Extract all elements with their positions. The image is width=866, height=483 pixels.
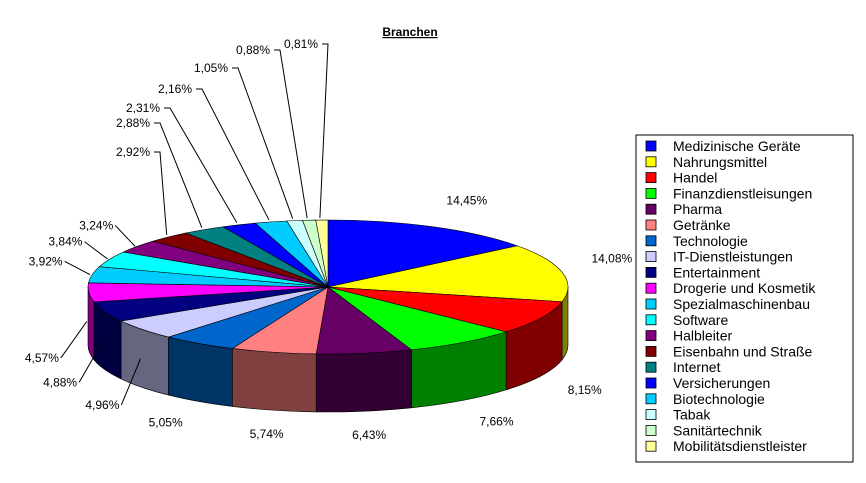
leader-line-9	[78, 340, 104, 383]
data-label-17: 2,16%	[158, 82, 192, 96]
data-label-13: 3,24%	[79, 218, 113, 232]
data-label-7: 5,05%	[149, 416, 183, 430]
legend-label-10: Drogerie und Kosmetik	[673, 280, 816, 296]
legend-swatch-13	[645, 330, 657, 342]
leader-line-13	[114, 225, 136, 247]
data-label-11: 3,92%	[29, 254, 63, 268]
legend-label-3: Handel	[673, 170, 717, 186]
leader-line-10	[60, 321, 88, 359]
pie-slice-4	[327, 286, 508, 351]
legend-label-9: Entertainment	[673, 264, 760, 280]
legend-label-12: Software	[673, 312, 728, 328]
legend-label-20: Mobilitätsdienstleister	[673, 438, 807, 454]
legend-label-2: Nahrungsmittel	[673, 154, 767, 170]
data-label-20: 0,81%	[284, 37, 318, 51]
legend-swatch-1	[645, 140, 657, 152]
leader-line-12	[84, 241, 109, 260]
legend-swatch-3	[645, 172, 657, 184]
pie-group: 14,45% 14,08% 8,15% 7,66% 6,43% 5,74% 5,05% 4,9…	[25, 37, 633, 442]
legend-label-1: Medizinische Geräte	[673, 138, 801, 154]
legend-swatch-10	[645, 282, 657, 294]
data-label-15: 2,88%	[116, 116, 150, 130]
legend-label-18: Tabak	[673, 407, 711, 423]
legend-label-4: Finanzdienstleisungen	[673, 185, 812, 201]
legend-label-6: Getränke	[673, 217, 731, 233]
data-label-1: 14,45%	[446, 194, 487, 208]
legend-swatch-18	[645, 409, 657, 421]
data-label-9: 4,88%	[43, 375, 77, 389]
legend-swatch-2	[645, 156, 657, 168]
pie-slice-side-5	[315, 349, 412, 413]
legend-label-8: IT-Dienstleistungen	[673, 249, 793, 265]
legend-swatch-7	[645, 235, 657, 247]
legend: Medizinische GeräteNahrungsmittelHandelF…	[635, 134, 854, 463]
legend-swatch-17	[645, 393, 657, 405]
pie-slice-20	[315, 219, 329, 288]
legend-swatch-8	[645, 251, 657, 263]
pie-slice-side-6	[232, 348, 317, 413]
data-label-16: 2,31%	[126, 101, 160, 115]
data-label-5: 6,43%	[352, 428, 386, 442]
leader-line-18	[232, 67, 294, 219]
legend-swatch-9	[645, 266, 657, 278]
data-label-18: 1,05%	[194, 61, 228, 75]
data-label-4: 7,66%	[480, 414, 514, 428]
data-label-6: 5,74%	[250, 427, 284, 441]
data-label-3: 8,15%	[568, 383, 602, 397]
chart-title: Branchen	[382, 25, 437, 39]
legend-swatch-11	[645, 298, 657, 310]
legend-label-13: Halbleiter	[673, 328, 732, 344]
leader-line-19	[274, 49, 308, 219]
leader-line-11	[64, 260, 91, 276]
legend-label-19: Sanitärtechnik	[673, 422, 763, 438]
legend-label-11: Spezialmaschinenbau	[673, 296, 810, 312]
legend-label-16: Versicherungen	[673, 375, 770, 391]
legend-swatch-12	[645, 314, 657, 326]
legend-label-5: Pharma	[673, 201, 722, 217]
pie-slice-3	[327, 286, 563, 333]
data-label-2: 14,08%	[591, 251, 632, 265]
legend-label-7: Technologie	[673, 233, 748, 249]
legend-swatch-5	[645, 203, 657, 215]
data-label-19: 0,88%	[236, 43, 270, 57]
data-label-8: 4,96%	[85, 398, 119, 412]
legend-swatch-15	[645, 361, 657, 373]
legend-swatch-16	[645, 377, 657, 389]
legend-swatch-14	[645, 345, 657, 357]
leader-line-8	[120, 358, 142, 406]
legend-box	[635, 134, 854, 463]
pie-slice-2	[327, 245, 569, 303]
leader-line-14	[154, 151, 168, 235]
legend-label-14: Eisenbahn und Straße	[673, 343, 813, 359]
legend-swatch-19	[645, 424, 657, 436]
leader-line-17	[196, 88, 270, 221]
data-label-10: 4,57%	[25, 351, 59, 365]
legend-label-17: Biotechnologie	[673, 391, 765, 407]
legend-label-15: Internet	[673, 359, 721, 375]
legend-swatch-6	[645, 219, 657, 231]
legend-swatch-20	[645, 440, 657, 452]
pie-slice-1	[327, 219, 519, 288]
data-label-14: 2,92%	[116, 145, 150, 159]
leader-line-20	[319, 43, 329, 219]
data-label-12: 3,84%	[48, 235, 82, 249]
leader-line-15	[154, 122, 203, 228]
leader-line-16	[164, 107, 238, 224]
legend-swatch-4	[645, 187, 657, 199]
